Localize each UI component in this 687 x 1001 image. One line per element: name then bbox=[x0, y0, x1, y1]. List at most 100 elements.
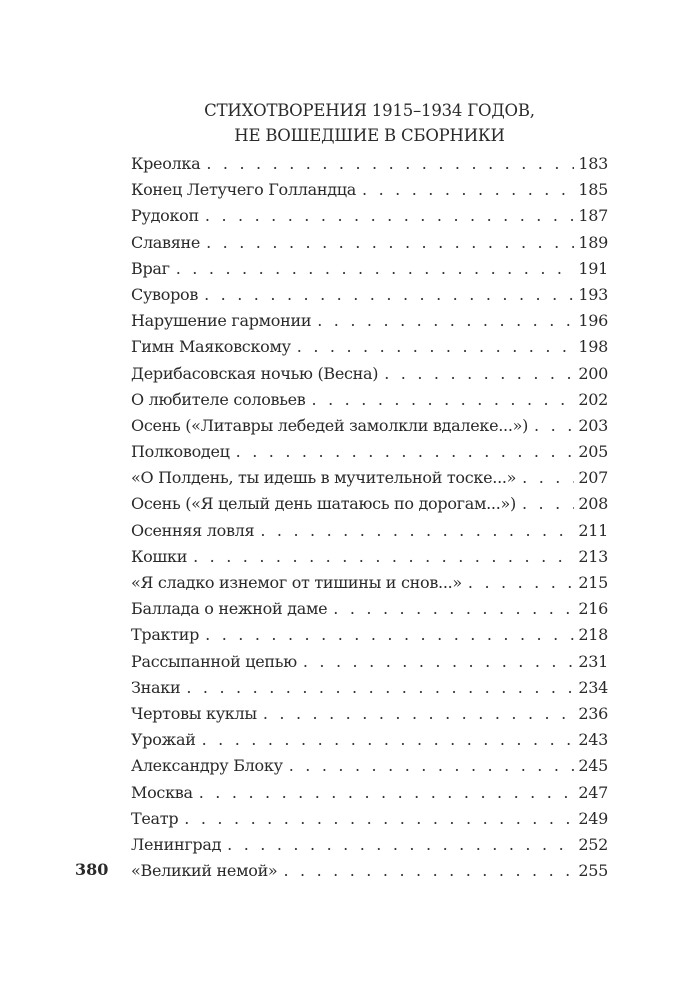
dot-leader: . . . . . . . . . . . . . . . . . . . . … bbox=[384, 363, 575, 383]
dot-leader: . . . . . . . . . . . . . . . . . . . . … bbox=[204, 206, 574, 226]
toc-entry: Ленинград . . . . . . . . . . . . . . . … bbox=[131, 832, 608, 858]
toc-entry: Александру Блоку . . . . . . . . . . . .… bbox=[131, 753, 608, 779]
dot-leader: . . . . . . . . . . . . . . . . . . . . … bbox=[206, 232, 574, 252]
toc-entry-page: 211 bbox=[578, 520, 608, 540]
toc-entry-title: Театр bbox=[131, 808, 179, 828]
dot-leader: . . . . . . . . . . . . . . . . . . . . … bbox=[534, 415, 574, 435]
toc-entry-title: Гимн Маяковскому bbox=[131, 337, 291, 357]
toc-entry-page: 243 bbox=[578, 730, 608, 750]
toc-entry: Дерибасовская ночью (Весна) . . . . . . … bbox=[131, 361, 608, 387]
dot-leader: . . . . . . . . . . . . . . . . . . . . … bbox=[227, 834, 574, 854]
toc-entry: «Я сладко изнемог от тишины и снов...» .… bbox=[131, 570, 608, 596]
toc-entry: Суворов . . . . . . . . . . . . . . . . … bbox=[131, 282, 608, 308]
toc-entry-page: 216 bbox=[578, 599, 608, 619]
toc-entry: Осенняя ловля . . . . . . . . . . . . . … bbox=[131, 518, 608, 544]
toc-entry: Гимн Маяковскому . . . . . . . . . . . .… bbox=[131, 334, 608, 360]
toc-entry-title: Трактир bbox=[131, 625, 200, 645]
toc-entry-title: «Великий немой» bbox=[131, 861, 278, 881]
dot-leader: . . . . . . . . . . . . . . . . . . . . … bbox=[262, 703, 575, 723]
dot-leader: . . . . . . . . . . . . . . . . . . . . … bbox=[333, 599, 574, 619]
toc-entry-page: 189 bbox=[578, 232, 608, 252]
dot-leader: . . . . . . . . . . . . . . . . . . . . … bbox=[522, 468, 574, 488]
dot-leader: . . . . . . . . . . . . . . . . . . . . … bbox=[302, 651, 575, 671]
toc-entry-page: 218 bbox=[578, 625, 608, 645]
section-heading-line-1: СТИХОТВОРЕНИЯ 1915–1934 ГОДОВ, bbox=[204, 101, 535, 120]
toc-entry-page: 247 bbox=[578, 782, 608, 802]
toc-entry-title: Кошки bbox=[131, 546, 188, 566]
toc-entry-page: 202 bbox=[578, 389, 608, 409]
dot-leader: . . . . . . . . . . . . . . . . . . . . … bbox=[235, 442, 575, 462]
toc-entry-title: О любителе соловьев bbox=[131, 389, 306, 409]
dot-leader: . . . . . . . . . . . . . . . . . . . . … bbox=[184, 808, 574, 828]
toc-entry-page: 193 bbox=[578, 284, 608, 304]
toc-entry: Кошки . . . . . . . . . . . . . . . . . … bbox=[131, 544, 608, 570]
dot-leader: . . . . . . . . . . . . . . . . . . . . … bbox=[175, 258, 575, 278]
toc-entry: Чертовы куклы . . . . . . . . . . . . . … bbox=[131, 701, 608, 727]
dot-leader: . . . . . . . . . . . . . . . . . . . . … bbox=[186, 677, 574, 697]
toc-entry-page: 191 bbox=[578, 258, 608, 278]
toc-entry-title: Суворов bbox=[131, 284, 199, 304]
toc-entry-page: 213 bbox=[578, 546, 608, 566]
toc-entry-page: 183 bbox=[578, 154, 608, 173]
dot-leader: . . . . . . . . . . . . . . . . . . . . … bbox=[205, 625, 574, 645]
toc-entry-title: Александру Блоку bbox=[131, 756, 283, 776]
toc-entry-title: Враг bbox=[131, 258, 170, 278]
toc-entry-title: «О Полдень, ты идешь в мучительной тоске… bbox=[131, 468, 517, 488]
dot-leader: . . . . . . . . . . . . . . . . . . . . … bbox=[204, 284, 574, 304]
dot-leader: . . . . . . . . . . . . . . . . . . . . … bbox=[362, 180, 574, 200]
toc-entry-page: 203 bbox=[578, 415, 608, 435]
dot-leader: . . . . . . . . . . . . . . . . . . . . … bbox=[311, 389, 575, 409]
toc-entry-page: 208 bbox=[578, 494, 608, 514]
toc-entry-page: 231 bbox=[578, 651, 608, 671]
toc-entry: Полководец . . . . . . . . . . . . . . .… bbox=[131, 439, 608, 465]
toc-entry: Трактир . . . . . . . . . . . . . . . . … bbox=[131, 622, 608, 648]
toc-entry-page: 200 bbox=[578, 363, 608, 383]
toc-entry-title: «Я сладко изнемог от тишины и снов...» bbox=[131, 573, 462, 592]
toc-entry-title: Полководец bbox=[131, 442, 230, 462]
toc-entry-page: 252 bbox=[578, 834, 608, 854]
toc-entry-title: Ленинград bbox=[131, 834, 222, 854]
toc-entry-title: Рудокоп bbox=[131, 206, 199, 226]
toc-entry: «Великий немой» . . . . . . . . . . . . … bbox=[131, 858, 608, 884]
toc-entry-page: 234 bbox=[578, 677, 608, 697]
dot-leader: . . . . . . . . . . . . . . . . . . . . … bbox=[206, 154, 574, 173]
toc-entry-title: Москва bbox=[131, 782, 193, 802]
dot-leader: . . . . . . . . . . . . . . . . . . . . … bbox=[288, 756, 575, 776]
toc-entry-page: 207 bbox=[578, 468, 608, 488]
section-heading: СТИХОТВОРЕНИЯ 1915–1934 ГОДОВ, НЕ ВОШЕДШ… bbox=[131, 98, 608, 148]
dot-leader: . . . . . . . . . . . . . . . . . . . . … bbox=[317, 311, 575, 331]
toc-entry: Осень («Я целый день шатаюсь по дорогам.… bbox=[131, 491, 608, 517]
dot-leader: . . . . . . . . . . . . . . . . . . . . … bbox=[521, 494, 574, 514]
dot-leader: . . . . . . . . . . . . . . . . . . . . … bbox=[198, 782, 575, 802]
toc-entry-page: 249 bbox=[578, 808, 608, 828]
dot-leader: . . . . . . . . . . . . . . . . . . . . … bbox=[260, 520, 574, 540]
toc-entry-page: 215 bbox=[578, 573, 608, 592]
toc-entry: Креолка . . . . . . . . . . . . . . . . … bbox=[131, 151, 608, 177]
toc-entry: Нарушение гармонии . . . . . . . . . . .… bbox=[131, 308, 608, 334]
toc-entry-page: 236 bbox=[578, 703, 608, 723]
toc-entry-title: Чертовы куклы bbox=[131, 703, 257, 723]
toc-entry-title: Конец Летучего Голландца bbox=[131, 180, 356, 200]
toc-entry: Рассыпанной цепью . . . . . . . . . . . … bbox=[131, 649, 608, 675]
dot-leader: . . . . . . . . . . . . . . . . . . . . … bbox=[467, 573, 574, 592]
table-of-contents: Креолка . . . . . . . . . . . . . . . . … bbox=[131, 151, 608, 884]
toc-entry-title: Осень («Я целый день шатаюсь по дорогам.… bbox=[131, 494, 516, 514]
toc-entry-page: 245 bbox=[578, 756, 608, 776]
toc-entry-page: 198 bbox=[578, 337, 608, 357]
toc-entry-title: Знаки bbox=[131, 677, 181, 697]
toc-entry-title: Дерибасовская ночью (Весна) bbox=[131, 363, 379, 383]
toc-entry: Знаки . . . . . . . . . . . . . . . . . … bbox=[131, 675, 608, 701]
toc-entry: Баллада о нежной даме . . . . . . . . . … bbox=[131, 596, 608, 622]
toc-entry-title: Рассыпанной цепью bbox=[131, 651, 297, 671]
toc-entry: Славяне . . . . . . . . . . . . . . . . … bbox=[131, 230, 608, 256]
dot-leader: . . . . . . . . . . . . . . . . . . . . … bbox=[201, 730, 575, 750]
dot-leader: . . . . . . . . . . . . . . . . . . . . … bbox=[296, 337, 575, 357]
toc-entry: О любителе соловьев . . . . . . . . . . … bbox=[131, 387, 608, 413]
toc-entry-title: Урожай bbox=[131, 730, 196, 750]
toc-entry-page: 187 bbox=[578, 206, 608, 226]
toc-entry-title: Осенняя ловля bbox=[131, 520, 255, 540]
toc-entry-title: Креолка bbox=[131, 154, 201, 173]
toc-entry-title: Баллада о нежной даме bbox=[131, 599, 328, 619]
toc-entry-page: 185 bbox=[578, 180, 608, 200]
toc-entry: Конец Летучего Голландца . . . . . . . .… bbox=[131, 177, 608, 203]
